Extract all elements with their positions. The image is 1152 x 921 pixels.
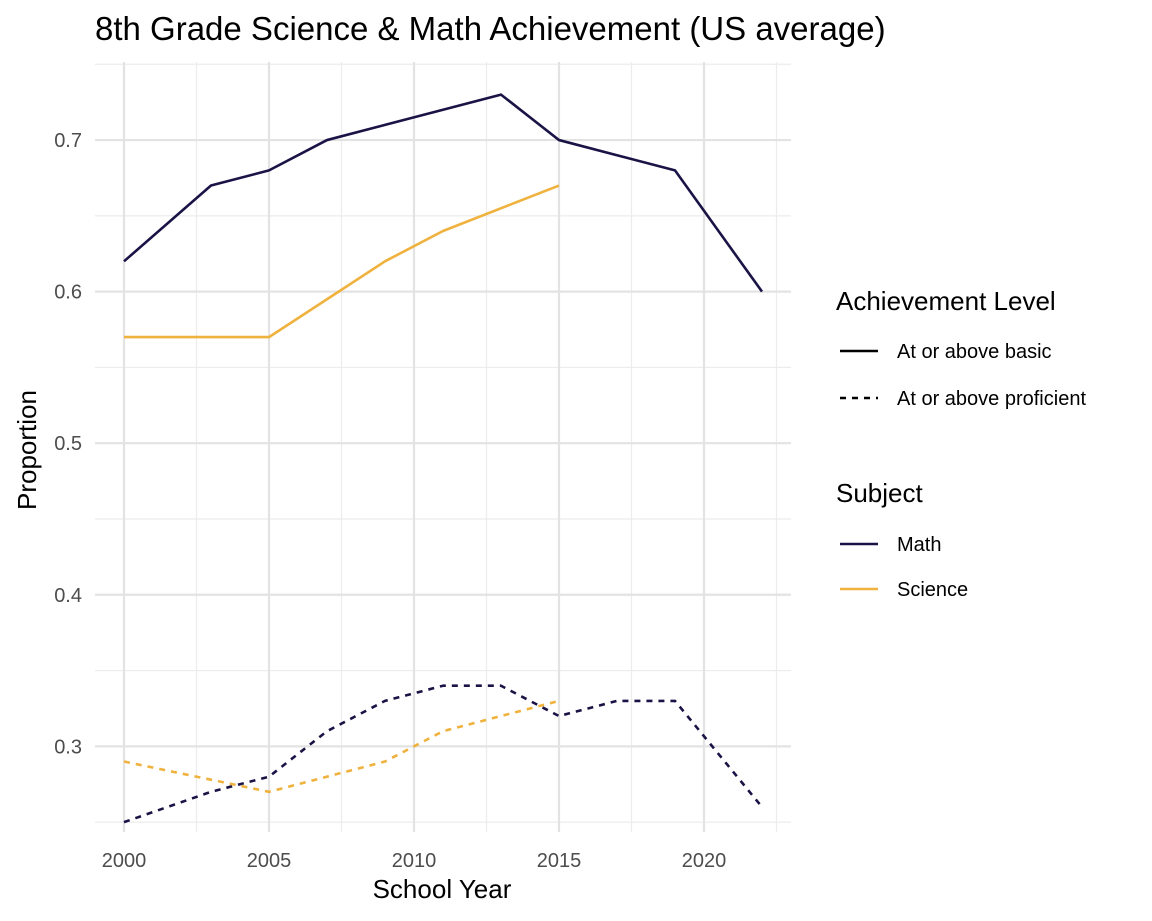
chart-title: 8th Grade Science & Math Achievement (US… xyxy=(95,10,886,47)
grid-major xyxy=(95,62,791,832)
legend-label: At or above basic xyxy=(897,341,1052,363)
series-line-math-proficient xyxy=(123,684,764,824)
y-tick-label: 0.6 xyxy=(54,282,82,304)
y-tick-label: 0.5 xyxy=(54,433,82,455)
x-tick-label: 2015 xyxy=(537,850,582,872)
legend-label: At or above proficient xyxy=(897,388,1086,410)
series-line-science-proficient xyxy=(123,699,560,794)
legend: Achievement Level At or above basic At or … xyxy=(836,286,1086,601)
legend-title: Achievement Level xyxy=(836,286,1056,316)
y-tick-label: 0.7 xyxy=(54,130,82,152)
x-axis-tick-labels: 2000 2005 2010 2015 2020 xyxy=(102,850,727,872)
legend-title: Subject xyxy=(836,478,923,508)
y-axis-label: Proportion xyxy=(12,390,42,510)
y-tick-label: 0.4 xyxy=(54,585,82,607)
y-tick-label: 0.3 xyxy=(54,736,82,758)
x-axis-label: School Year xyxy=(373,874,512,904)
x-tick-label: 2005 xyxy=(247,850,292,872)
x-tick-label: 2020 xyxy=(682,850,727,872)
y-axis-tick-labels: 0.3 0.4 0.5 0.6 0.7 xyxy=(54,130,82,758)
legend-label: Science xyxy=(897,579,968,601)
x-tick-label: 2000 xyxy=(102,850,147,872)
grid-minor xyxy=(95,62,791,832)
x-tick-label: 2010 xyxy=(392,850,437,872)
legend-label: Math xyxy=(897,534,941,556)
series-lines xyxy=(123,93,764,824)
series-line-science-basic xyxy=(124,184,560,339)
series-line-math-basic xyxy=(123,93,764,293)
